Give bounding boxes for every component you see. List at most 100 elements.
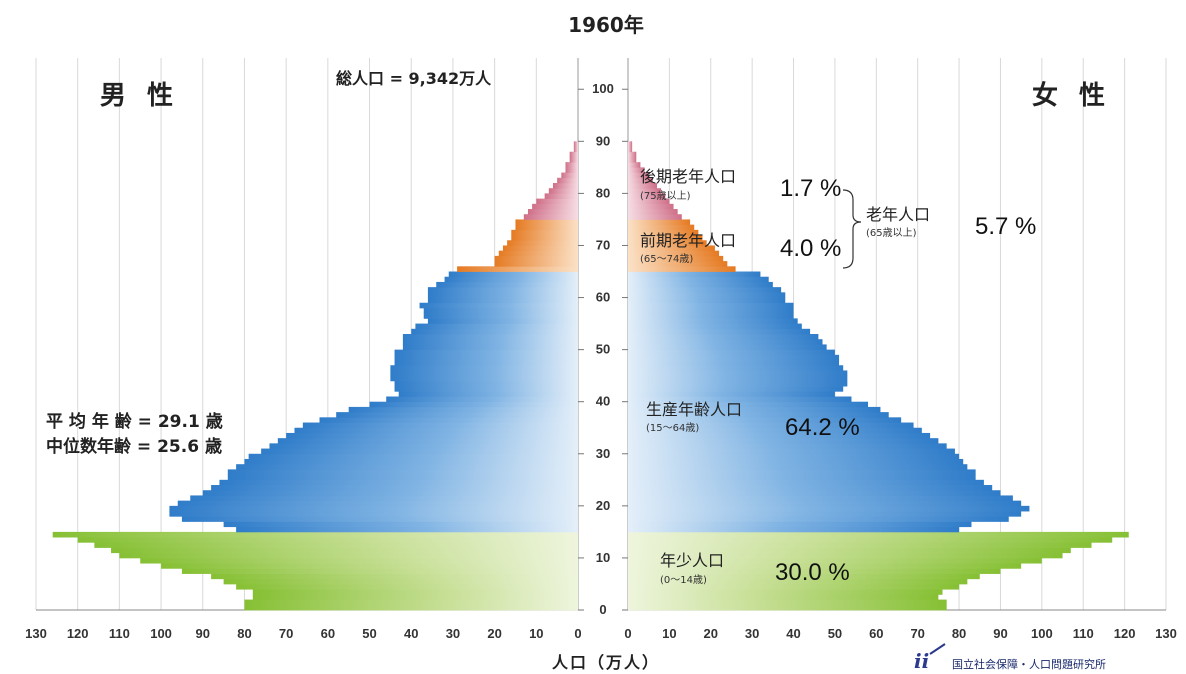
male-bar-age-70 bbox=[507, 240, 578, 246]
elderly-pct: 5.7 % bbox=[975, 213, 1036, 240]
female-bar-age-29 bbox=[628, 453, 960, 460]
female-bar-age-48 bbox=[628, 354, 840, 361]
female-bar-age-34 bbox=[628, 427, 922, 434]
female-bar-age-88 bbox=[628, 146, 633, 153]
male-bar-age-16 bbox=[223, 521, 578, 528]
x-axis-right: 0 10 20 30 40 50 60 70 80 90 100 110 120 130 bbox=[624, 626, 1176, 641]
bars-female bbox=[628, 141, 1129, 611]
male-bar-age-35 bbox=[302, 422, 578, 429]
x-tick-right: 120 bbox=[1114, 626, 1136, 641]
youth-pct: 30.0 % bbox=[775, 559, 850, 586]
male-bar-age-13 bbox=[77, 537, 578, 543]
female-bar-age-40 bbox=[628, 396, 852, 403]
female-bar-age-32 bbox=[628, 438, 939, 444]
male-bar-age-3 bbox=[252, 589, 579, 595]
age-tick-label: 30 bbox=[596, 446, 610, 461]
x-tick-right: 130 bbox=[1155, 626, 1177, 641]
female-bar-age-2 bbox=[628, 594, 939, 600]
youth-sub: (0〜14歳) bbox=[660, 574, 707, 586]
age-tick-label: 70 bbox=[596, 237, 610, 252]
male-bar-age-84 bbox=[565, 167, 578, 173]
female-bar-age-21 bbox=[628, 495, 1013, 502]
male-bar-age-12 bbox=[94, 542, 578, 548]
male-bar-age-80 bbox=[548, 188, 578, 194]
female-bar-age-53 bbox=[628, 328, 811, 335]
male-bar-age-85 bbox=[565, 162, 578, 168]
male-bar-age-20 bbox=[177, 500, 578, 507]
female-bar-age-25 bbox=[628, 474, 976, 481]
male-bar-age-4 bbox=[236, 583, 578, 590]
female-bar-age-20 bbox=[628, 500, 1022, 507]
male-bar-age-11 bbox=[111, 547, 579, 554]
total-population: 総人口 = 9,342万人 bbox=[336, 69, 492, 88]
x-axis-left: 130 120 110 100 90 80 70 60 50 40 30 20 10 0 bbox=[25, 626, 581, 641]
male-bar-age-74 bbox=[515, 219, 578, 226]
female-bar-age-27 bbox=[628, 464, 968, 470]
female-bar-age-13 bbox=[628, 537, 1113, 543]
chart-title: 1960年 bbox=[568, 13, 644, 37]
male-bar-age-65 bbox=[457, 266, 578, 272]
female-bar-age-44 bbox=[628, 375, 848, 382]
elderly-bracket bbox=[842, 189, 862, 269]
mean-age: 平 均 年 齢 = 29.1 歳 bbox=[46, 411, 223, 432]
male-bar-age-62 bbox=[436, 281, 578, 288]
male-bar-age-30 bbox=[261, 448, 578, 455]
female-bar-age-51 bbox=[628, 339, 823, 345]
female-bar-age-70 bbox=[628, 240, 707, 246]
median-age: 中位数年齢 = 25.6 歳 bbox=[46, 436, 222, 457]
female-bar-age-46 bbox=[628, 365, 844, 371]
male-bar-age-32 bbox=[277, 438, 578, 444]
male-bar-age-2 bbox=[252, 594, 579, 600]
x-tick-right: 90 bbox=[993, 626, 1007, 641]
female-bar-age-56 bbox=[628, 313, 794, 319]
male-bar-age-31 bbox=[269, 443, 578, 449]
youth-label: 年少人口 bbox=[660, 551, 724, 570]
elderly-sub: (65歳以上) bbox=[866, 227, 917, 239]
x-tick-left: 120 bbox=[67, 626, 89, 641]
male-bar-age-83 bbox=[561, 172, 578, 179]
male-bar-age-5 bbox=[223, 578, 578, 585]
male-bar-age-49 bbox=[394, 349, 578, 356]
x-tick-left: 40 bbox=[404, 626, 418, 641]
x-tick-right: 0 bbox=[624, 626, 631, 641]
female-bar-age-23 bbox=[628, 485, 993, 491]
age-tick-label: 80 bbox=[596, 185, 610, 200]
x-axis-label: 人口（万人） bbox=[552, 653, 660, 672]
x-tick-left: 20 bbox=[487, 626, 501, 641]
female-bar-age-76 bbox=[628, 209, 678, 215]
female-bar-age-7 bbox=[628, 568, 1001, 574]
female-bar-age-64 bbox=[628, 271, 761, 278]
x-tick-right: 30 bbox=[745, 626, 759, 641]
male-bar-age-87 bbox=[569, 151, 578, 158]
male-bar-age-54 bbox=[415, 323, 578, 330]
female-bar-age-39 bbox=[628, 401, 869, 408]
x-tick-right: 20 bbox=[704, 626, 718, 641]
female-bar-age-31 bbox=[628, 443, 947, 449]
male-bar-age-73 bbox=[515, 224, 578, 231]
female-label: 女 性 bbox=[1032, 80, 1111, 111]
male-bar-age-52 bbox=[402, 334, 578, 340]
female-bar-age-79 bbox=[628, 193, 666, 200]
x-tick-left: 90 bbox=[196, 626, 210, 641]
female-bar-age-12 bbox=[628, 542, 1092, 548]
male-bar-age-39 bbox=[369, 401, 578, 408]
male-bar-age-48 bbox=[394, 354, 578, 361]
male-bar-age-53 bbox=[411, 328, 578, 335]
age-tick-label: 40 bbox=[596, 394, 610, 409]
female-bar-age-80 bbox=[628, 188, 662, 194]
female-bar-age-82 bbox=[628, 177, 653, 184]
female-bar-age-65 bbox=[628, 266, 736, 272]
male-bar-age-51 bbox=[402, 339, 578, 345]
ipss-logo-swoosh bbox=[929, 643, 946, 655]
male-bar-age-37 bbox=[336, 412, 578, 418]
female-bar-age-85 bbox=[628, 162, 641, 168]
female-bar-age-87 bbox=[628, 151, 637, 158]
male-bar-age-14 bbox=[52, 531, 578, 538]
female-bar-age-74 bbox=[628, 219, 691, 226]
male-bar-age-43 bbox=[394, 380, 578, 387]
male-bar-age-82 bbox=[557, 177, 578, 184]
female-bar-age-45 bbox=[628, 370, 848, 377]
source-label: 国立社会保障・人口問題研究所 bbox=[952, 657, 1106, 671]
x-tick-left: 100 bbox=[150, 626, 172, 641]
